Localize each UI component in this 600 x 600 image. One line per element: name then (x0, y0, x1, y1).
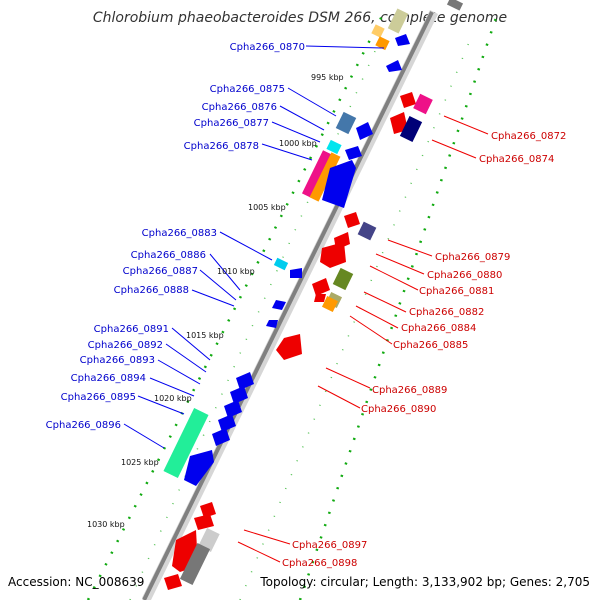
marker-1030: 1030 kbp (87, 520, 125, 529)
gene-label[interactable]: Cpha266_0893 (80, 355, 155, 366)
gene-label[interactable]: Cpha266_0877 (194, 118, 269, 129)
gene-label[interactable]: Cpha266_0892 (88, 340, 163, 351)
map-title: Chlorobium phaeobacteroides DSM 266, com… (93, 10, 507, 26)
marker-1005: 1005 kbp (248, 203, 286, 212)
marker-995: 995 kbp (311, 73, 344, 82)
gene-label[interactable]: Cpha266_0883 (142, 228, 217, 239)
gene-label[interactable]: Cpha266_0872 (491, 131, 566, 142)
gene-label[interactable]: Cpha266_0888 (114, 285, 189, 296)
gene-label[interactable]: Cpha266_0896 (46, 420, 121, 431)
minus-leader-lines (123, 45, 385, 449)
gene-label[interactable]: Cpha266_0875 (210, 84, 285, 95)
gene-label[interactable]: Cpha266_0890 (361, 404, 436, 415)
marker-1025: 1025 kbp (121, 458, 159, 467)
gene-label[interactable]: Cpha266_0889 (372, 385, 447, 396)
minus-gene-labels: Cpha266_0870 Cpha266_0875 Cpha266_0876 C… (46, 42, 305, 431)
plus-gene-labels: Cpha266_0872 Cpha266_0874 Cpha266_0879 C… (282, 131, 566, 569)
inner-dotted-guide (86, 11, 386, 600)
gene-label[interactable]: Cpha266_0879 (435, 252, 510, 263)
plus-strand-features (164, 0, 464, 590)
gene-label[interactable]: Cpha266_0870 (230, 42, 305, 53)
genome-backbone (142, 11, 434, 600)
marker-1010: 1010 kbp (217, 267, 255, 276)
gene-label[interactable]: Cpha266_0886 (131, 250, 206, 261)
gene-label[interactable]: Cpha266_0881 (419, 286, 494, 297)
gene-label[interactable]: Cpha266_0887 (123, 266, 198, 277)
marker-1015: 1015 kbp (186, 331, 224, 340)
gene-label[interactable]: Cpha266_0878 (184, 141, 259, 152)
gene-label[interactable]: Cpha266_0882 (409, 307, 484, 318)
plus-leader-lines (237, 115, 489, 563)
gene-label[interactable]: Cpha266_0895 (61, 392, 136, 403)
gene-label[interactable]: Cpha266_0898 (282, 558, 357, 569)
position-markers: 995 kbp 1000 kbp 1005 kbp 1010 kbp 1015 … (87, 73, 344, 529)
gene-label[interactable]: Cpha266_0880 (427, 270, 502, 281)
gene-label[interactable]: Cpha266_0894 (71, 373, 146, 384)
gene-label[interactable]: Cpha266_0876 (202, 102, 277, 113)
gene-label[interactable]: Cpha266_0884 (401, 323, 476, 334)
marker-1000: 1000 kbp (279, 139, 317, 148)
gene-label[interactable]: Cpha266_0891 (94, 324, 169, 335)
marker-1020: 1020 kbp (154, 394, 192, 403)
genome-summary: Topology: circular; Length: 3,133,902 bp… (259, 575, 590, 589)
gene-label[interactable]: Cpha266_0897 (292, 540, 367, 551)
gene-label[interactable]: Cpha266_0874 (479, 154, 554, 165)
gene-label[interactable]: Cpha266_0885 (393, 340, 468, 351)
accession-label: Accession: NC_008639 (8, 575, 144, 589)
minus-strand-features (163, 8, 410, 486)
